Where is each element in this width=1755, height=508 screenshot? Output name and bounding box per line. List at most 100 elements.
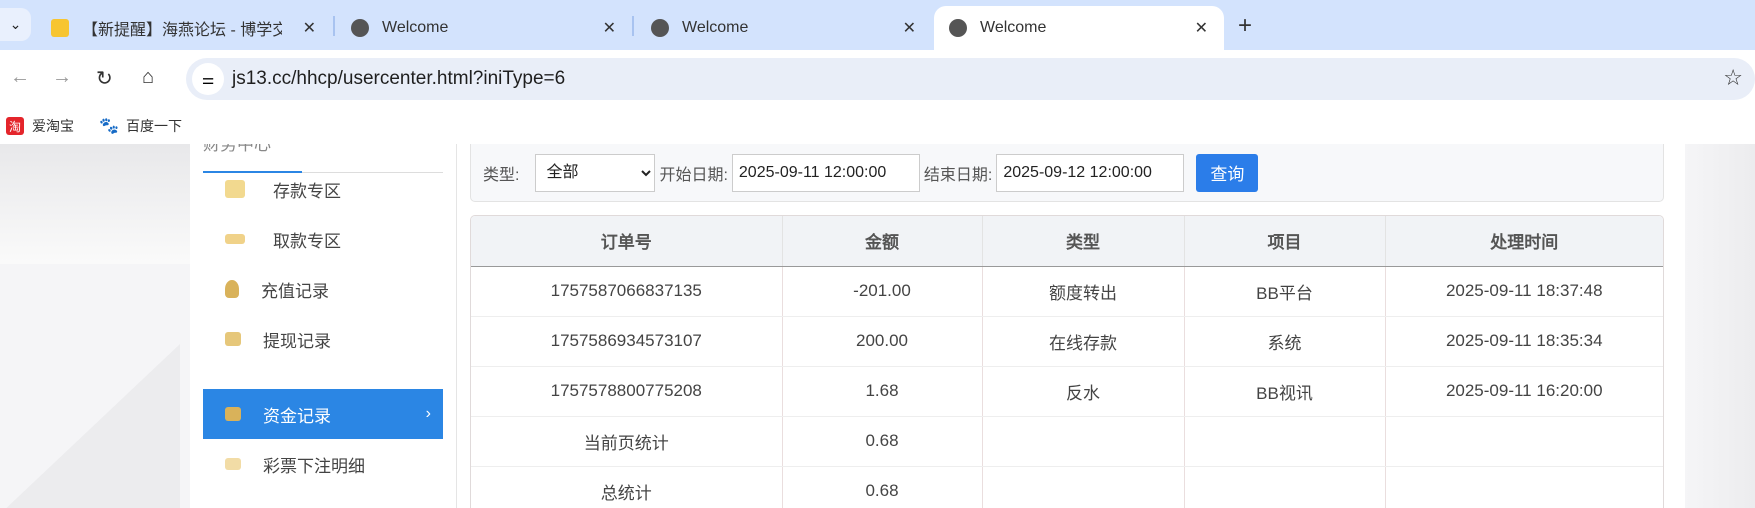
table-row: 总统计 0.68 <box>471 466 1663 508</box>
globe-icon <box>650 18 670 38</box>
table-cell: BB视讯 <box>1184 366 1386 417</box>
table-cell: 1757587066837135 <box>471 266 783 317</box>
table-cell: 额度转出 <box>982 266 1185 317</box>
query-button[interactable]: 查询 <box>1196 153 1259 192</box>
baidu-paw-icon: 🐾 <box>99 118 119 135</box>
browser-toolbar: ← → ↻ ⌂ ⚌ js13.cc/hhcp/usercenter.html?i… <box>0 50 1755 108</box>
table-cell: 总统计 <box>471 466 783 508</box>
sidebar-title: 财务中心 <box>203 144 271 154</box>
tab-title: Welcome <box>682 19 749 36</box>
table-row: 1757587066837135 -201.00 额度转出 BB平台 2025-09-1… <box>471 266 1663 317</box>
wallet-icon <box>225 332 241 346</box>
end-date-input[interactable] <box>996 153 1185 192</box>
table-cell <box>982 416 1185 467</box>
tab-search-button[interactable]: ⌄ <box>0 8 31 41</box>
table-cell: -201.00 <box>782 266 983 317</box>
taobao-icon: 淘 <box>6 117 24 135</box>
sidebar-item-lottery-bets[interactable]: 彩票下注明细 <box>203 439 443 489</box>
url-text[interactable]: js13.cc/hhcp/usercenter.html?iniType=6 <box>232 68 566 89</box>
sidebar-item-withdraw-records[interactable]: 提现记录 <box>203 314 443 364</box>
tab-welcome-2[interactable]: Welcome ✕ <box>636 6 932 50</box>
menu-label: 彩票下注明细 <box>263 456 365 476</box>
bookmark-label: 百度一下 <box>126 118 182 134</box>
filter-bar: 类型: 全部 开始日期: 结束日期: 查询 <box>470 144 1664 202</box>
close-icon[interactable]: ✕ <box>302 20 316 37</box>
bookmark-baidu[interactable]: 🐾 百度一下 <box>99 116 182 136</box>
list-icon <box>225 458 241 470</box>
menu-label: 提现记录 <box>263 331 331 351</box>
sidebar-item-deposit[interactable]: 存款专区 <box>203 164 443 214</box>
fund-records-table: 订单号 金额 类型 项目 处理时间 1757587066837135 -201.00 额度转… <box>470 215 1664 508</box>
column-header: 处理时间 <box>1385 216 1663 267</box>
forum-favicon-icon <box>50 18 70 38</box>
table-cell: 当前页统计 <box>471 416 783 467</box>
globe-icon <box>948 18 968 38</box>
money-bag-icon <box>225 280 239 298</box>
table-cell: 1.68 <box>782 366 983 417</box>
tab-title: 【新提醒】海燕论坛 - 博学交流 <box>82 22 282 39</box>
globe-icon <box>350 18 370 38</box>
sidebar-item-recharge-records[interactable]: 充值记录 <box>203 264 443 314</box>
column-header: 订单号 <box>471 216 783 267</box>
table-cell: 200.00 <box>782 316 983 367</box>
cash-register-icon <box>225 407 241 421</box>
home-icon[interactable]: ⌂ <box>142 66 155 88</box>
table-cell: 1757578800775208 <box>471 366 783 417</box>
close-icon[interactable]: ✕ <box>902 20 916 37</box>
table-cell: BB平台 <box>1184 266 1386 317</box>
address-bar[interactable]: ⚌ js13.cc/hhcp/usercenter.html?iniType=6… <box>186 58 1755 100</box>
close-icon[interactable]: ✕ <box>1194 20 1208 37</box>
user-center-panel: 财务中心 存款专区 取款专区 充值记录 提现记录 资金记录 › 彩票下注明细 类… <box>190 144 1685 508</box>
tab-forum[interactable]: 【新提醒】海燕论坛 - 博学交流 ✕ <box>36 6 332 50</box>
tab-welcome-active[interactable]: Welcome ✕ <box>934 6 1224 50</box>
table-cell: 2025-09-11 18:37:48 <box>1385 266 1663 317</box>
reload-icon[interactable]: ↻ <box>96 68 113 90</box>
back-icon[interactable]: ← <box>10 66 30 88</box>
menu-label: 充值记录 <box>261 281 329 301</box>
table-cell: 2025-09-11 18:35:34 <box>1385 316 1663 367</box>
start-date-input[interactable] <box>731 153 920 192</box>
end-date-label: 结束日期: <box>923 166 993 184</box>
bookmark-taobao[interactable]: 淘 爱淘宝 <box>6 116 74 136</box>
menu-label: 资金记录 <box>263 406 331 426</box>
tab-title: Welcome <box>980 19 1047 36</box>
table-cell: 反水 <box>982 366 1185 417</box>
menu-label: 取款专区 <box>273 231 341 251</box>
table-cell <box>1385 466 1663 508</box>
tab-welcome-1[interactable]: Welcome ✕ <box>336 6 632 50</box>
table-cell: 0.68 <box>782 416 983 467</box>
table-cell: 0.68 <box>782 466 983 508</box>
table-cell: 2025-09-11 16:20:00 <box>1385 366 1663 417</box>
chevron-right-icon: › <box>425 405 431 422</box>
bookmark-label: 爱淘宝 <box>32 118 74 134</box>
menu-label: 存款专区 <box>273 181 341 201</box>
bookmark-star-icon[interactable]: ☆ <box>1723 65 1743 90</box>
forward-icon[interactable]: → <box>52 66 72 88</box>
sidebar-item-withdraw[interactable]: 取款专区 <box>203 214 443 264</box>
sidebar: 财务中心 存款专区 取款专区 充值记录 提现记录 资金记录 › 彩票下注明细 <box>190 144 457 508</box>
table-cell: 在线存款 <box>982 316 1185 367</box>
bookmarks-bar: 淘 爱淘宝 🐾 百度一下 <box>0 108 1755 144</box>
hand-cash-icon <box>225 234 245 244</box>
new-tab-button[interactable]: + <box>1238 12 1253 39</box>
table-cell <box>1184 466 1386 508</box>
column-header: 类型 <box>982 216 1185 267</box>
start-date-label: 开始日期: <box>659 166 728 184</box>
type-label: 类型: <box>483 166 520 184</box>
tab-strip: ⌄ 【新提醒】海燕论坛 - 博学交流 ✕ Welcome ✕ Welcome ✕… <box>0 0 1755 50</box>
column-header: 项目 <box>1184 216 1386 267</box>
table-cell: 1757586934573107 <box>471 316 783 367</box>
close-icon[interactable]: ✕ <box>602 20 616 37</box>
table-cell: 系统 <box>1184 316 1386 367</box>
tab-title: Welcome <box>382 19 449 36</box>
table-header-row: 订单号 金额 类型 项目 处理时间 <box>471 216 1663 267</box>
table-cell <box>1184 416 1386 467</box>
column-header: 金额 <box>782 216 983 267</box>
type-select[interactable]: 全部 <box>535 153 656 192</box>
page-content: 财务中心 存款专区 取款专区 充值记录 提现记录 资金记录 › 彩票下注明细 类… <box>0 144 1755 508</box>
sidebar-item-fund-records[interactable]: 资金记录 › <box>203 389 443 439</box>
site-settings-icon[interactable]: ⚌ <box>192 63 224 95</box>
table-cell <box>982 466 1185 508</box>
table-row: 1757578800775208 1.68 反水 BB视讯 2025-09-11 16:… <box>471 366 1663 417</box>
table-cell <box>1385 416 1663 467</box>
